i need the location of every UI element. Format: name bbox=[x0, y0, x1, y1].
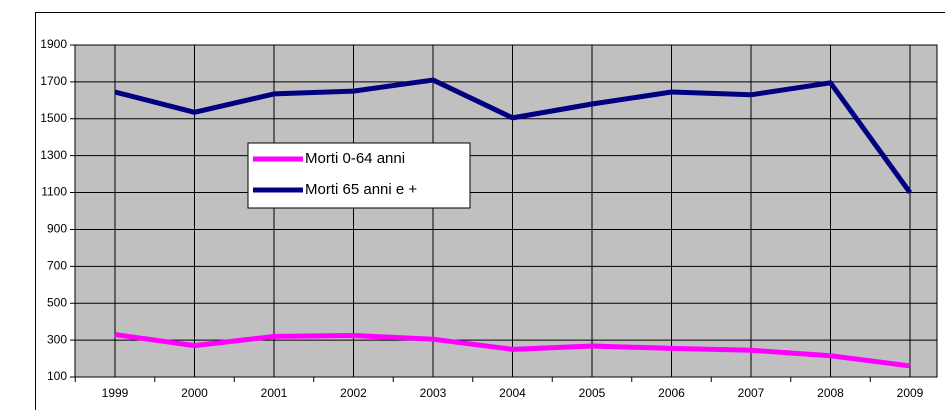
y-tick-label: 1100 bbox=[41, 185, 67, 199]
y-tick-label: 500 bbox=[47, 295, 67, 309]
y-tick-label: 1900 bbox=[40, 37, 67, 51]
x-tick-label: 1999 bbox=[102, 386, 129, 400]
x-tick-label: 2000 bbox=[181, 386, 208, 400]
x-tick-label: 2008 bbox=[817, 386, 844, 400]
x-tick-label: 2004 bbox=[499, 386, 526, 400]
x-tick-label: 2003 bbox=[420, 386, 447, 400]
legend-label: Morti 65 anni e + bbox=[305, 181, 417, 198]
y-tick-label: 300 bbox=[47, 332, 67, 346]
y-tick-label: 1700 bbox=[40, 74, 67, 88]
x-tick-label: 2005 bbox=[579, 386, 606, 400]
y-tick-label: 700 bbox=[47, 259, 67, 273]
x-tick-label: 2002 bbox=[340, 386, 367, 400]
y-tick-label: 1300 bbox=[40, 148, 67, 162]
legend-label: Morti 0-64 anni bbox=[305, 150, 405, 167]
x-tick-label: 2007 bbox=[738, 386, 765, 400]
x-tick-label: 2006 bbox=[658, 386, 685, 400]
plot-background bbox=[75, 45, 937, 377]
y-tick-label: 1500 bbox=[40, 111, 67, 125]
x-tick-label: 2009 bbox=[897, 386, 924, 400]
x-tick-label: 2001 bbox=[261, 386, 288, 400]
y-tick-label: 900 bbox=[47, 222, 67, 236]
y-tick-label: 100 bbox=[47, 369, 67, 383]
